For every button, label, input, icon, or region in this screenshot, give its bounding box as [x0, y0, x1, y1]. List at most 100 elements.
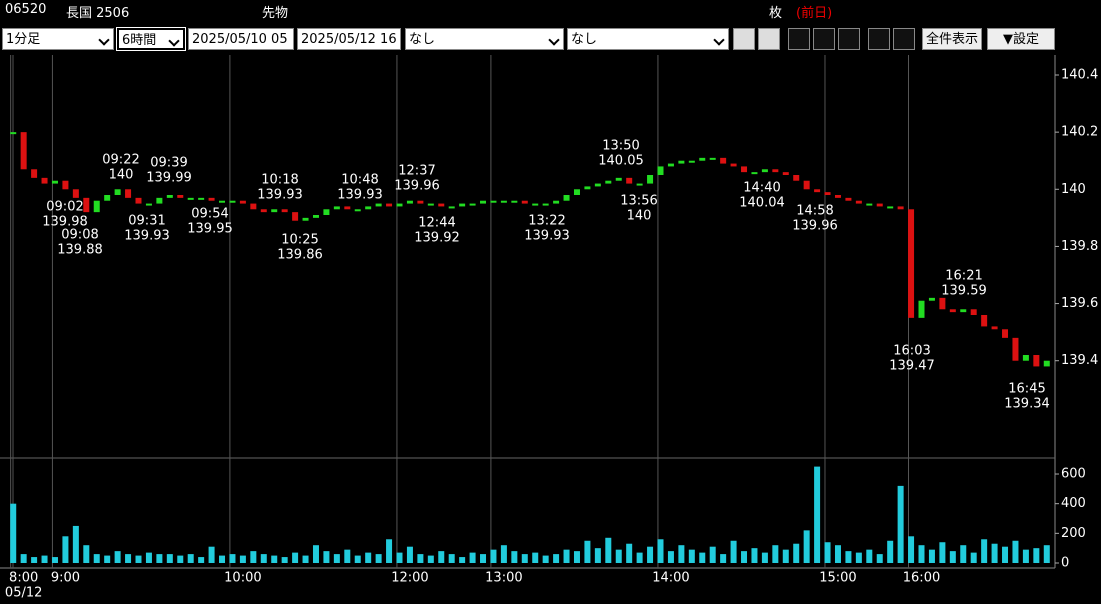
price-candle	[177, 195, 184, 198]
price-candle	[10, 132, 17, 135]
price-candle	[72, 189, 79, 198]
price-candle	[667, 163, 674, 167]
price-candle	[615, 177, 622, 181]
price-candle	[93, 200, 100, 213]
price-candle	[490, 200, 497, 203]
volume-bar	[333, 554, 340, 563]
annotation-price: 140.04	[739, 196, 785, 211]
volume-bar	[51, 557, 58, 563]
volume-bar	[10, 503, 17, 563]
price-candle	[939, 297, 946, 310]
price-candle	[145, 203, 152, 206]
price-candle	[636, 183, 643, 186]
indicator-select[interactable]: なし	[405, 28, 564, 50]
annotation-price: 139.93	[524, 229, 570, 244]
price-candle	[459, 203, 466, 207]
price-candle	[354, 209, 361, 212]
price-candle	[480, 200, 487, 204]
volume-bar	[365, 552, 372, 563]
settings-button[interactable]: ▼設定	[987, 28, 1055, 50]
price-candle	[375, 203, 382, 207]
price-candle	[166, 195, 173, 198]
to-input[interactable]: 2025/05/12 16	[297, 28, 401, 50]
y-tick-label: 200	[1061, 526, 1086, 541]
volume-bar	[312, 545, 319, 563]
indicator-select[interactable]: なし	[567, 28, 729, 50]
annotation-time: 13:22	[528, 214, 565, 229]
volume-bar	[83, 545, 90, 563]
volume-bar	[448, 554, 455, 563]
volume-bar	[897, 485, 904, 563]
volume-bar	[1033, 548, 1040, 563]
price-candle	[876, 203, 883, 207]
volume-bar	[960, 545, 967, 563]
price-candle	[1043, 360, 1050, 367]
price-candle	[281, 209, 288, 213]
price-candle	[20, 132, 27, 170]
annotation-time: 13:50	[602, 139, 639, 154]
price-candle	[344, 206, 351, 210]
cursor-button[interactable]	[868, 28, 890, 50]
volume-bar	[741, 551, 748, 563]
volume-bar	[302, 555, 309, 563]
price-candle	[333, 206, 340, 210]
volume-bar	[344, 549, 351, 563]
price-candle	[626, 177, 633, 184]
candle-button[interactable]	[788, 28, 810, 50]
volume-bar	[406, 546, 413, 563]
prev: (前日)	[796, 6, 833, 21]
price-candle	[657, 166, 664, 175]
volume-bar	[1043, 545, 1050, 563]
price-candle	[229, 200, 236, 203]
volume-bar	[626, 543, 633, 563]
annotation-price: 139.96	[792, 219, 838, 234]
zoom-out[interactable]	[758, 28, 780, 50]
show-all-button[interactable]: 全件表示	[922, 28, 982, 50]
volume-bar	[1012, 540, 1019, 563]
price-candle	[312, 215, 319, 218]
cross-button[interactable]	[893, 28, 915, 50]
volume-bar	[480, 554, 487, 563]
volume-bar	[396, 552, 403, 563]
y-tick-label: 139.8	[1061, 239, 1098, 254]
volume-bar	[427, 555, 434, 563]
interval-select[interactable]: 1分足	[2, 28, 114, 50]
span-select[interactable]: 6時間	[116, 27, 186, 51]
x-tick-label: 9:00	[51, 571, 80, 586]
volume-bar	[187, 554, 194, 563]
price-candle	[793, 175, 800, 181]
price-candle	[678, 160, 685, 164]
volume-bar	[1022, 549, 1029, 563]
volume-bar	[281, 557, 288, 563]
volume-bar	[417, 554, 424, 563]
volume-bar	[198, 557, 205, 563]
line-button[interactable]	[813, 28, 835, 50]
annotation-price: 139.96	[394, 179, 440, 194]
volume-bar	[41, 555, 48, 563]
price-candle	[302, 217, 309, 221]
zoom-in[interactable]	[733, 28, 755, 50]
volume-bar	[125, 554, 132, 563]
price-candle	[845, 197, 852, 201]
volume-bar	[31, 557, 38, 563]
price-candle	[83, 197, 90, 213]
volume-bar	[594, 548, 601, 563]
bar-button[interactable]	[838, 28, 860, 50]
from-input[interactable]: 2025/05/10 05	[188, 28, 294, 50]
annotation-price: 140.05	[598, 154, 644, 169]
price-candle	[814, 189, 821, 193]
volume-bar	[93, 554, 100, 563]
price-candle	[824, 192, 831, 195]
price-candle	[62, 180, 69, 190]
price-candle	[365, 206, 372, 210]
price-candle	[991, 326, 998, 330]
x-tick-label: 12:00	[391, 571, 428, 586]
volume-bar	[490, 549, 497, 563]
volume-bar	[939, 542, 946, 563]
price-candle	[1033, 355, 1040, 367]
volume-bar	[292, 552, 299, 563]
price-candle	[521, 200, 528, 204]
y-tick-label: 139.4	[1061, 353, 1098, 368]
annotation-time: 09:39	[150, 156, 187, 171]
volume-bar	[511, 551, 518, 563]
